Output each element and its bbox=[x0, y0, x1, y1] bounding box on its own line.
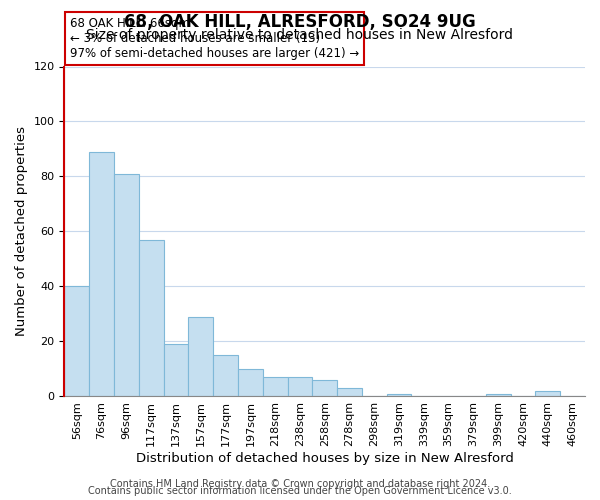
Text: Contains HM Land Registry data © Crown copyright and database right 2024.: Contains HM Land Registry data © Crown c… bbox=[110, 479, 490, 489]
Bar bbox=[238, 369, 263, 396]
Bar bbox=[337, 388, 362, 396]
Text: 68, OAK HILL, ALRESFORD, SO24 9UG: 68, OAK HILL, ALRESFORD, SO24 9UG bbox=[124, 12, 476, 30]
Bar bbox=[64, 286, 89, 397]
Bar bbox=[313, 380, 337, 396]
Bar bbox=[287, 377, 313, 396]
Bar bbox=[213, 355, 238, 397]
Bar bbox=[89, 152, 114, 396]
Text: Size of property relative to detached houses in New Alresford: Size of property relative to detached ho… bbox=[86, 28, 514, 42]
Bar bbox=[164, 344, 188, 397]
Bar bbox=[486, 394, 511, 396]
Text: Contains public sector information licensed under the Open Government Licence v3: Contains public sector information licen… bbox=[88, 486, 512, 496]
Bar bbox=[386, 394, 412, 396]
Text: 68 OAK HILL: 66sqm
← 3% of detached houses are smaller (13)
97% of semi-detached: 68 OAK HILL: 66sqm ← 3% of detached hous… bbox=[70, 17, 359, 60]
Bar bbox=[139, 240, 164, 396]
Bar bbox=[188, 316, 213, 396]
Bar bbox=[263, 377, 287, 396]
Y-axis label: Number of detached properties: Number of detached properties bbox=[15, 126, 28, 336]
Bar bbox=[535, 391, 560, 396]
X-axis label: Distribution of detached houses by size in New Alresford: Distribution of detached houses by size … bbox=[136, 452, 514, 465]
Bar bbox=[114, 174, 139, 396]
